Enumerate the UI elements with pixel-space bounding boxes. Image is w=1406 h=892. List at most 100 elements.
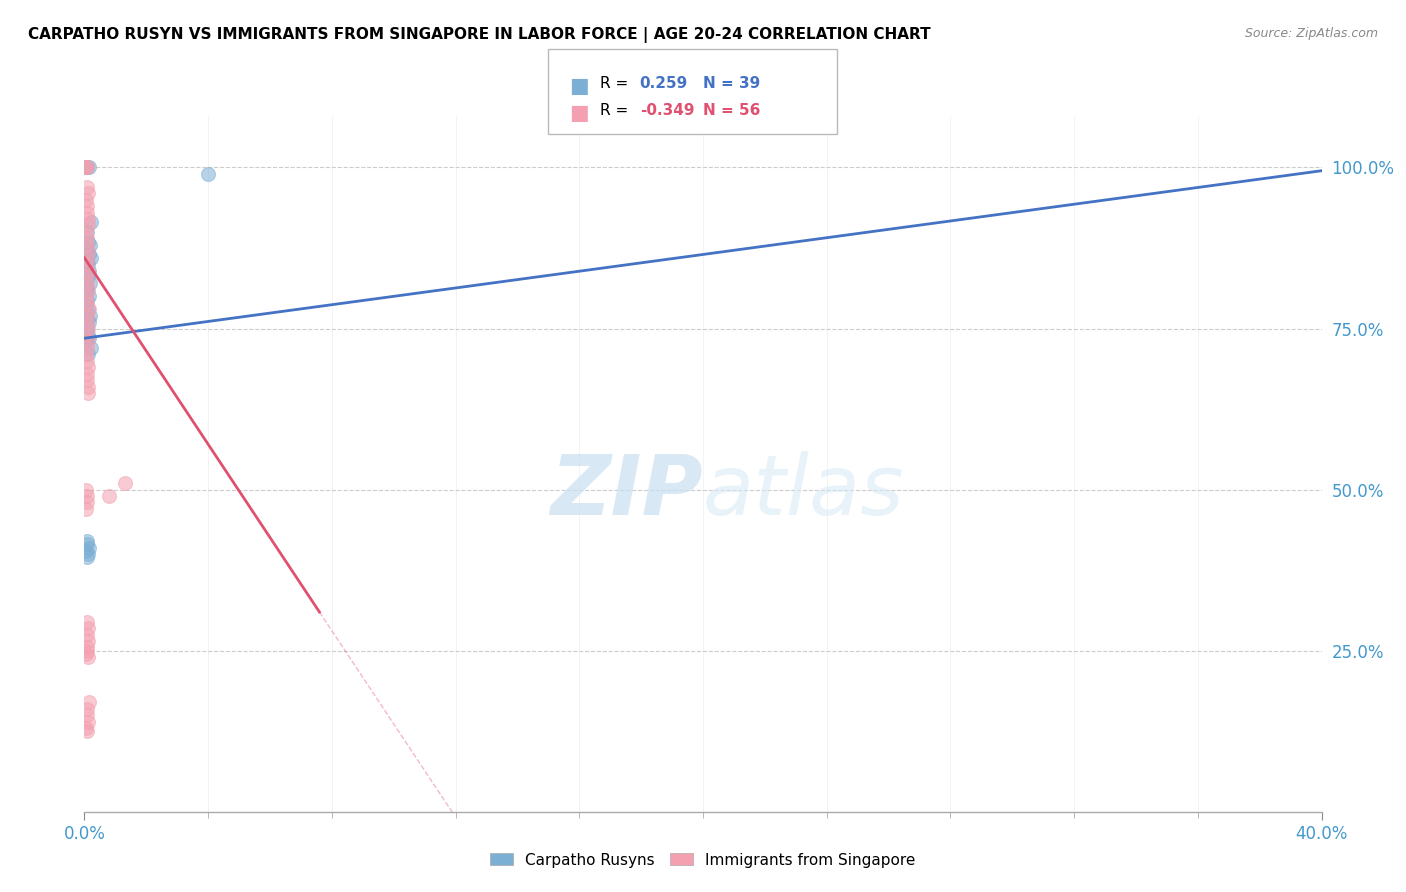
Point — [79, 309, 101, 323]
Point — [75, 279, 97, 293]
Point — [75, 483, 97, 497]
Point — [76, 379, 98, 393]
Point — [79, 263, 101, 277]
Point — [75, 543, 97, 558]
Point — [76, 267, 98, 281]
Point — [76, 231, 98, 245]
Point — [79, 215, 101, 229]
Point — [77, 219, 100, 233]
Point — [76, 225, 98, 239]
Text: atlas: atlas — [703, 451, 904, 533]
Point — [76, 634, 98, 648]
Point — [76, 701, 98, 715]
Point — [75, 241, 97, 255]
Point — [76, 708, 98, 723]
Point — [76, 373, 98, 387]
Point — [76, 257, 98, 271]
Point — [76, 640, 98, 655]
Point — [76, 212, 98, 227]
Point — [75, 347, 97, 361]
Point — [75, 721, 97, 735]
Point — [76, 179, 98, 194]
Point — [76, 643, 98, 657]
Point — [76, 283, 98, 297]
Point — [77, 235, 100, 249]
Point — [76, 714, 98, 729]
Point — [76, 321, 98, 335]
Point — [77, 541, 100, 555]
Point — [77, 360, 100, 375]
Text: R =: R = — [600, 76, 634, 91]
Point — [77, 621, 100, 635]
Point — [76, 251, 98, 265]
Point — [77, 347, 100, 361]
Point — [76, 199, 98, 213]
Point — [76, 254, 98, 268]
Point — [77, 302, 100, 317]
Point — [79, 341, 101, 355]
Point — [76, 257, 98, 271]
Point — [76, 537, 98, 551]
Point — [77, 247, 100, 261]
Point — [76, 341, 98, 355]
Point — [77, 270, 100, 285]
Point — [76, 309, 98, 323]
Point — [114, 476, 136, 491]
Point — [75, 328, 97, 343]
Point — [76, 263, 98, 277]
Point — [98, 489, 121, 503]
Point — [75, 270, 97, 285]
Point — [77, 302, 100, 317]
Point — [76, 328, 98, 343]
Point — [76, 534, 98, 549]
Point — [76, 205, 98, 219]
Point — [76, 237, 98, 252]
Point — [76, 312, 98, 326]
Text: CARPATHO RUSYN VS IMMIGRANTS FROM SINGAPORE IN LABOR FORCE | AGE 20-24 CORRELATI: CARPATHO RUSYN VS IMMIGRANTS FROM SINGAP… — [28, 27, 931, 43]
Point — [77, 547, 100, 561]
Point — [76, 353, 98, 368]
Point — [79, 331, 101, 345]
Point — [76, 724, 98, 739]
Point — [76, 615, 98, 629]
Point — [77, 386, 100, 401]
Point — [77, 650, 100, 665]
Point — [75, 161, 97, 175]
Text: Source: ZipAtlas.com: Source: ZipAtlas.com — [1244, 27, 1378, 40]
Point — [75, 193, 97, 207]
Point — [76, 161, 98, 175]
Point — [79, 277, 101, 291]
Text: N = 56: N = 56 — [703, 103, 761, 118]
Point — [76, 550, 98, 565]
Text: ZIP: ZIP — [550, 451, 703, 533]
Point — [75, 161, 97, 175]
Text: ■: ■ — [569, 103, 589, 122]
Point — [75, 334, 97, 349]
Text: N = 39: N = 39 — [703, 76, 761, 91]
Point — [75, 299, 97, 313]
Point — [79, 251, 101, 265]
Text: 0.259: 0.259 — [640, 76, 688, 91]
Point — [197, 167, 219, 181]
Point — [76, 161, 98, 175]
Point — [75, 161, 97, 175]
Point — [77, 321, 100, 335]
Point — [77, 244, 100, 259]
Point — [76, 627, 98, 641]
Point — [76, 495, 98, 509]
Point — [77, 695, 100, 709]
Point — [76, 295, 98, 310]
Text: R =: R = — [600, 103, 634, 118]
Point — [75, 647, 97, 661]
Point — [76, 489, 98, 503]
Point — [77, 161, 100, 175]
Point — [76, 367, 98, 381]
Point — [77, 315, 100, 329]
Point — [77, 186, 100, 201]
Point — [75, 289, 97, 303]
Text: ■: ■ — [569, 76, 589, 95]
Point — [77, 289, 100, 303]
Point — [79, 237, 101, 252]
Text: -0.349: -0.349 — [640, 103, 695, 118]
Point — [75, 225, 97, 239]
